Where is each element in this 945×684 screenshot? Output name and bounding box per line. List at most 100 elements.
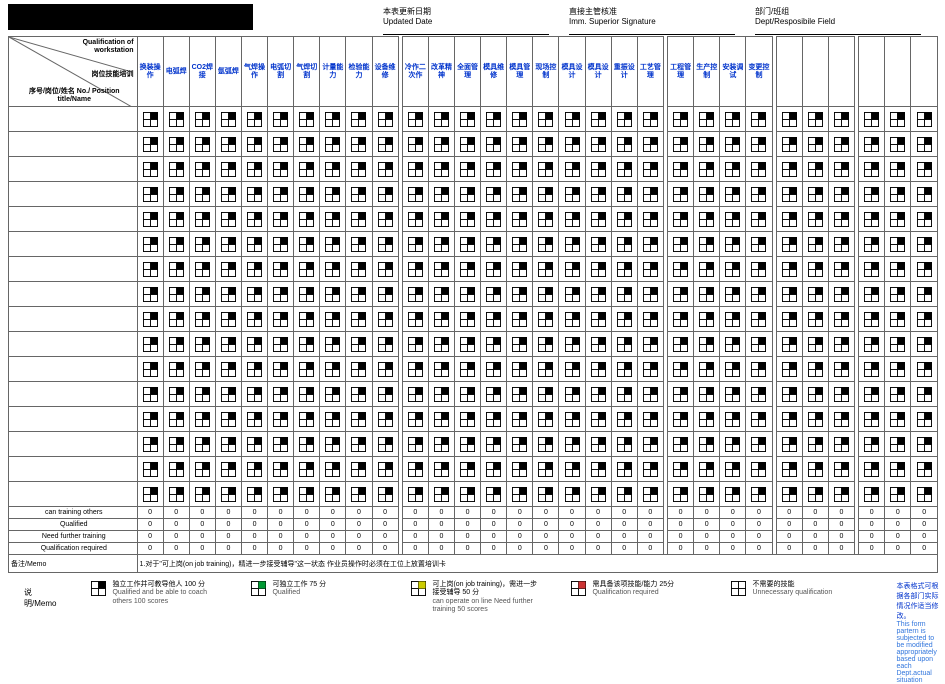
skill-cell[interactable] [402, 132, 428, 157]
skill-cell[interactable] [720, 257, 746, 282]
skill-cell[interactable] [533, 207, 559, 232]
skill-cell[interactable] [241, 357, 267, 382]
skill-cell[interactable] [163, 407, 189, 432]
skill-cell[interactable] [611, 382, 637, 407]
skill-cell[interactable] [720, 357, 746, 382]
skill-cell[interactable] [746, 357, 772, 382]
skill-cell[interactable] [241, 282, 267, 307]
skill-cell[interactable] [189, 432, 215, 457]
skill-cell[interactable] [428, 432, 454, 457]
skill-cell[interactable] [428, 207, 454, 232]
skill-cell[interactable] [611, 232, 637, 257]
skill-cell[interactable] [481, 332, 507, 357]
skill-cell[interactable] [507, 232, 533, 257]
skill-cell[interactable] [911, 232, 938, 257]
name-cell[interactable] [9, 257, 138, 282]
skill-cell[interactable] [294, 382, 320, 407]
skill-cell[interactable] [746, 332, 772, 357]
skill-cell[interactable] [533, 157, 559, 182]
skill-cell[interactable] [215, 332, 241, 357]
skill-cell[interactable] [559, 332, 585, 357]
skill-cell[interactable] [637, 132, 663, 157]
skill-cell[interactable] [859, 457, 885, 482]
skill-cell[interactable] [215, 407, 241, 432]
skill-cell[interactable] [746, 407, 772, 432]
skill-cell[interactable] [241, 182, 267, 207]
skill-cell[interactable] [911, 107, 938, 132]
skill-cell[interactable] [802, 282, 828, 307]
skill-cell[interactable] [320, 157, 346, 182]
skill-cell[interactable] [746, 157, 772, 182]
skill-cell[interactable] [163, 457, 189, 482]
skill-cell[interactable] [694, 257, 720, 282]
skill-cell[interactable] [637, 457, 663, 482]
skill-cell[interactable] [402, 482, 428, 507]
skill-cell[interactable] [455, 107, 481, 132]
skill-cell[interactable] [668, 407, 694, 432]
skill-cell[interactable] [885, 457, 911, 482]
skill-cell[interactable] [320, 307, 346, 332]
name-cell[interactable] [9, 432, 138, 457]
skill-cell[interactable] [455, 457, 481, 482]
skill-cell[interactable] [533, 382, 559, 407]
skill-cell[interactable] [428, 232, 454, 257]
skill-cell[interactable] [637, 282, 663, 307]
skill-cell[interactable] [320, 457, 346, 482]
skill-cell[interactable] [137, 207, 163, 232]
skill-cell[interactable] [776, 482, 802, 507]
skill-cell[interactable] [859, 432, 885, 457]
skill-cell[interactable] [720, 332, 746, 357]
skill-cell[interactable] [215, 357, 241, 382]
skill-cell[interactable] [215, 307, 241, 332]
skill-cell[interactable] [268, 407, 294, 432]
skill-cell[interactable] [776, 457, 802, 482]
name-cell[interactable] [9, 107, 138, 132]
skill-cell[interactable] [668, 457, 694, 482]
skill-cell[interactable] [694, 207, 720, 232]
skill-cell[interactable] [559, 157, 585, 182]
skill-cell[interactable] [720, 157, 746, 182]
skill-cell[interactable] [215, 157, 241, 182]
skill-cell[interactable] [720, 307, 746, 332]
skill-cell[interactable] [320, 382, 346, 407]
skill-cell[interactable] [294, 482, 320, 507]
skill-cell[interactable] [802, 482, 828, 507]
skill-cell[interactable] [163, 157, 189, 182]
skill-cell[interactable] [859, 132, 885, 157]
skill-cell[interactable] [320, 132, 346, 157]
skill-cell[interactable] [241, 157, 267, 182]
skill-cell[interactable] [320, 232, 346, 257]
skill-cell[interactable] [802, 407, 828, 432]
skill-cell[interactable] [137, 182, 163, 207]
skill-cell[interactable] [402, 307, 428, 332]
skill-cell[interactable] [559, 357, 585, 382]
skill-cell[interactable] [215, 482, 241, 507]
skill-cell[interactable] [911, 407, 938, 432]
skill-cell[interactable] [346, 107, 372, 132]
skill-cell[interactable] [294, 357, 320, 382]
skill-cell[interactable] [637, 357, 663, 382]
skill-cell[interactable] [585, 357, 611, 382]
skill-cell[interactable] [320, 357, 346, 382]
skill-cell[interactable] [585, 107, 611, 132]
skill-cell[interactable] [402, 407, 428, 432]
skill-cell[interactable] [533, 357, 559, 382]
skill-cell[interactable] [507, 332, 533, 357]
skill-cell[interactable] [455, 207, 481, 232]
skill-cell[interactable] [241, 257, 267, 282]
skill-cell[interactable] [911, 207, 938, 232]
skill-cell[interactable] [268, 357, 294, 382]
skill-cell[interactable] [611, 457, 637, 482]
skill-cell[interactable] [320, 257, 346, 282]
skill-cell[interactable] [428, 132, 454, 157]
skill-cell[interactable] [507, 107, 533, 132]
skill-cell[interactable] [402, 182, 428, 207]
skill-cell[interactable] [746, 282, 772, 307]
skill-cell[interactable] [859, 282, 885, 307]
skill-cell[interactable] [507, 432, 533, 457]
skill-cell[interactable] [428, 282, 454, 307]
skill-cell[interactable] [163, 207, 189, 232]
skill-cell[interactable] [402, 432, 428, 457]
skill-cell[interactable] [215, 207, 241, 232]
skill-cell[interactable] [776, 307, 802, 332]
